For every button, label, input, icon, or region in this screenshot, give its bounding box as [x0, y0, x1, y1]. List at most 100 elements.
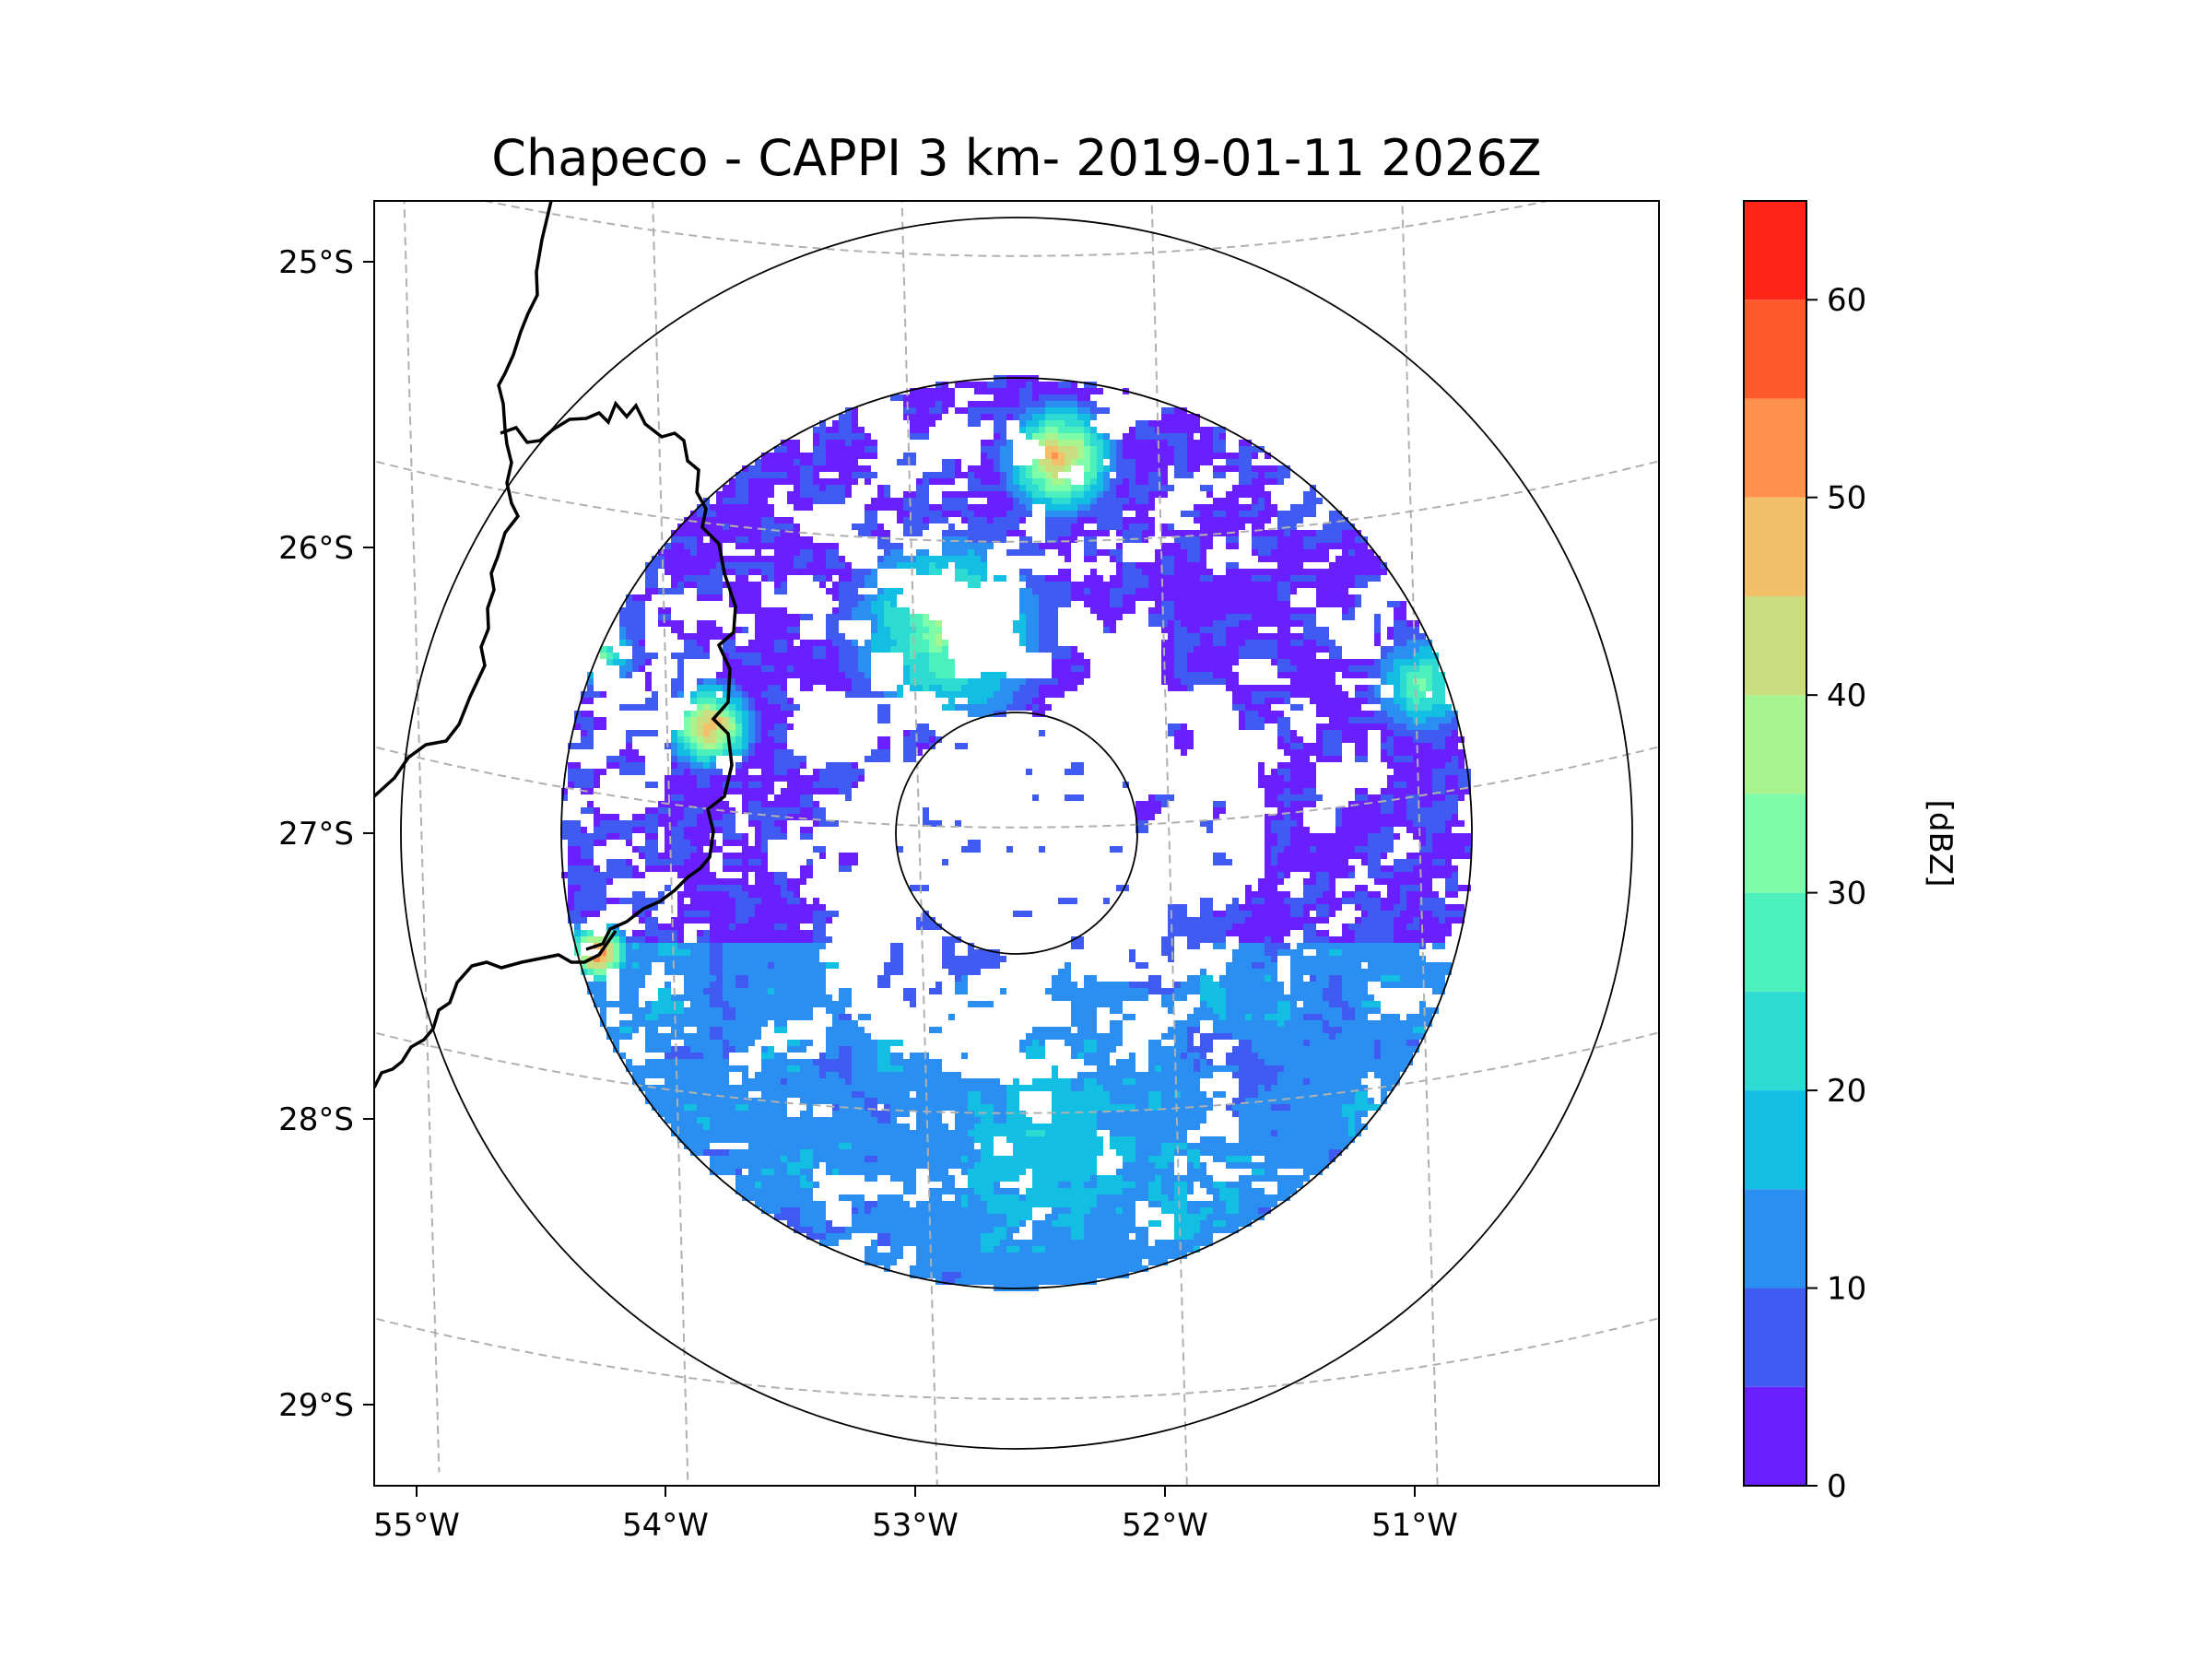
echo-pixel	[1439, 814, 1445, 820]
echo-pixel	[774, 807, 781, 814]
echo-pixel	[1090, 478, 1097, 485]
echo-pixel	[819, 653, 826, 659]
echo-pixel	[1323, 588, 1329, 594]
echo-pixel	[858, 685, 865, 691]
echo-pixel	[1277, 569, 1284, 575]
echo-pixel	[684, 562, 690, 569]
echo-pixel	[1258, 504, 1265, 511]
echo-pixel	[729, 556, 735, 562]
echo-pixel	[774, 878, 781, 885]
echo-pixel	[974, 465, 981, 472]
echo-pixel	[748, 491, 755, 498]
echo-pixel	[1277, 511, 1284, 517]
echo-pixel	[968, 401, 974, 407]
echo-pixel	[1168, 407, 1174, 414]
echo-pixel	[684, 633, 690, 640]
echo-pixel	[716, 530, 723, 536]
echo-pixel	[813, 801, 819, 807]
echo-pixel	[594, 872, 600, 878]
echo-pixel	[1232, 530, 1239, 536]
echo-pixel	[671, 775, 677, 782]
echo-pixel	[903, 394, 910, 401]
echo-pixel	[1065, 382, 1071, 388]
echo-pixel	[1323, 575, 1329, 582]
echo-pixel	[1271, 769, 1277, 775]
echo-pixel	[942, 478, 948, 485]
echo-pixel	[1303, 743, 1310, 749]
echo-pixel	[1387, 840, 1394, 846]
echo-pixel	[1445, 827, 1452, 833]
echo-pixel	[923, 569, 929, 575]
echo-pixel	[1355, 569, 1361, 575]
echo-pixel	[903, 736, 910, 743]
echo-pixel	[690, 556, 697, 562]
echo-pixel	[1368, 859, 1374, 865]
echo-pixel	[1052, 478, 1058, 485]
echo-pixel	[955, 472, 961, 478]
echo-pixel	[645, 865, 652, 872]
echo-pixel	[832, 633, 839, 640]
echo-pixel	[1361, 794, 1368, 801]
echo-pixel	[1265, 517, 1271, 524]
echo-pixel	[690, 736, 697, 743]
echo-pixel	[1419, 756, 1426, 762]
echo-pixel	[1039, 427, 1045, 433]
echo-pixel	[839, 607, 845, 614]
echo-pixel	[1077, 582, 1084, 588]
echo-pixel	[1271, 504, 1277, 511]
echo-pixel	[1277, 549, 1284, 556]
echo-pixel	[684, 859, 690, 865]
echo-pixel	[845, 640, 852, 646]
echo-pixel	[1381, 878, 1387, 885]
echo-pixel	[981, 478, 987, 485]
echo-pixel	[1219, 504, 1226, 511]
echo-pixel	[690, 788, 697, 794]
echo-pixel	[1058, 504, 1065, 511]
echo-pixel	[1316, 678, 1323, 685]
echo-pixel	[1058, 382, 1065, 388]
echo-pixel	[1297, 827, 1303, 833]
echo-pixel	[1426, 653, 1432, 659]
echo-pixel	[1213, 627, 1219, 633]
echo-pixel	[671, 769, 677, 775]
echo-pixel	[1445, 769, 1452, 775]
echo-pixel	[1432, 743, 1439, 749]
echo-pixel	[1374, 627, 1381, 633]
echo-pixel	[1052, 420, 1058, 427]
echo-pixel	[697, 594, 703, 601]
echo-pixel	[1045, 704, 1052, 711]
echo-pixel	[1258, 556, 1265, 562]
echo-pixel	[800, 556, 806, 562]
echo-pixel	[1310, 582, 1316, 588]
echo-pixel	[1090, 594, 1097, 601]
echo-pixel	[639, 853, 645, 859]
echo-pixel	[755, 865, 761, 872]
echo-pixel	[1419, 840, 1426, 846]
echo-pixel	[1297, 556, 1303, 562]
echo-pixel	[1310, 659, 1316, 665]
echo-pixel	[768, 530, 774, 536]
echo-pixel	[1090, 498, 1097, 504]
echo-pixel	[748, 736, 755, 743]
echo-pixel	[1277, 556, 1284, 562]
echo-pixel	[1065, 459, 1071, 465]
echo-pixel	[735, 485, 742, 491]
echo-pixel	[574, 782, 581, 788]
echo-pixel	[723, 685, 729, 691]
echo-pixel	[1161, 433, 1168, 440]
echo-pixel	[761, 472, 768, 478]
echo-pixel	[665, 782, 671, 788]
echo-pixel	[574, 724, 581, 730]
echo-pixel	[1406, 762, 1413, 769]
echo-pixel	[1052, 543, 1058, 549]
echo-pixel	[1232, 633, 1239, 640]
echo-pixel	[787, 672, 794, 678]
echo-pixel	[1174, 536, 1181, 543]
echo-pixel	[929, 672, 935, 678]
echo-pixel	[1458, 736, 1465, 743]
echo-pixel	[1232, 698, 1239, 704]
echo-pixel	[1413, 794, 1419, 801]
echo-pixel	[852, 582, 858, 588]
echo-pixel	[1284, 614, 1290, 620]
echo-pixel	[1032, 620, 1039, 627]
